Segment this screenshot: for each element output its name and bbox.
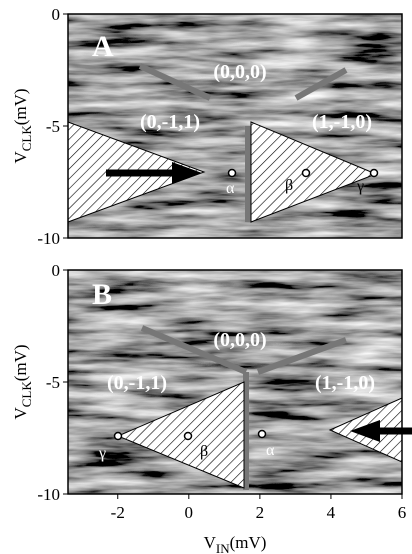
annotation: (0,0,0) xyxy=(213,61,266,83)
y-tick-label: -5 xyxy=(46,373,60,392)
figure: A (0,0,0) (0,-1,1) (1,-1,0) α β γ 0 -5 -10… xyxy=(0,0,412,554)
label-sub: CLK xyxy=(19,125,34,152)
y-tick-label: -10 xyxy=(37,485,60,504)
axis-label: VCLK(mV) xyxy=(11,88,34,163)
annotation: β xyxy=(285,177,293,194)
y-tick-label: -10 xyxy=(37,229,60,248)
x-tick-label: -2 xyxy=(111,503,125,522)
y-tick-label: 0 xyxy=(52,5,61,24)
label-unit: (mV) xyxy=(11,344,30,381)
axis-label: VIN(mV) xyxy=(204,533,267,554)
annotation: β xyxy=(200,443,208,460)
annotation: (0,-1,1) xyxy=(107,372,167,394)
annotation: (1,-1,0) xyxy=(315,372,375,394)
annotation: (0,0,0) xyxy=(213,329,266,351)
axis-label: VCLK(mV) xyxy=(11,344,34,419)
panel-label: A xyxy=(92,30,114,63)
label-sub: CLK xyxy=(19,381,34,408)
label-sub: IN xyxy=(216,541,230,554)
annotation: γ xyxy=(98,445,106,462)
annotation: (1,-1,0) xyxy=(312,111,372,133)
x-tick-label: 2 xyxy=(256,503,265,522)
annotation: α xyxy=(226,180,235,197)
label-main: V xyxy=(11,151,30,164)
annotation: α xyxy=(266,442,275,459)
y-tick-label: 0 xyxy=(52,261,61,280)
panel: B (0,0,0) (0,-1,1) (1,-1,0) γ β α 0 -5 -10… xyxy=(11,261,412,554)
panel: A (0,0,0) (0,-1,1) (1,-1,0) α β γ 0 -5 -10… xyxy=(11,5,402,248)
x-tick-label: 6 xyxy=(398,503,407,522)
label-main: V xyxy=(11,407,30,420)
label-main: V xyxy=(204,533,217,552)
x-tick-label: 0 xyxy=(185,503,194,522)
panel-label: B xyxy=(92,278,112,311)
annotation: (0,-1,1) xyxy=(140,111,200,133)
x-tick-label: 4 xyxy=(327,503,336,522)
y-tick-label: -5 xyxy=(46,117,60,136)
annotation: γ xyxy=(356,178,364,195)
label-unit: (mV) xyxy=(230,533,267,552)
label-unit: (mV) xyxy=(11,88,30,125)
